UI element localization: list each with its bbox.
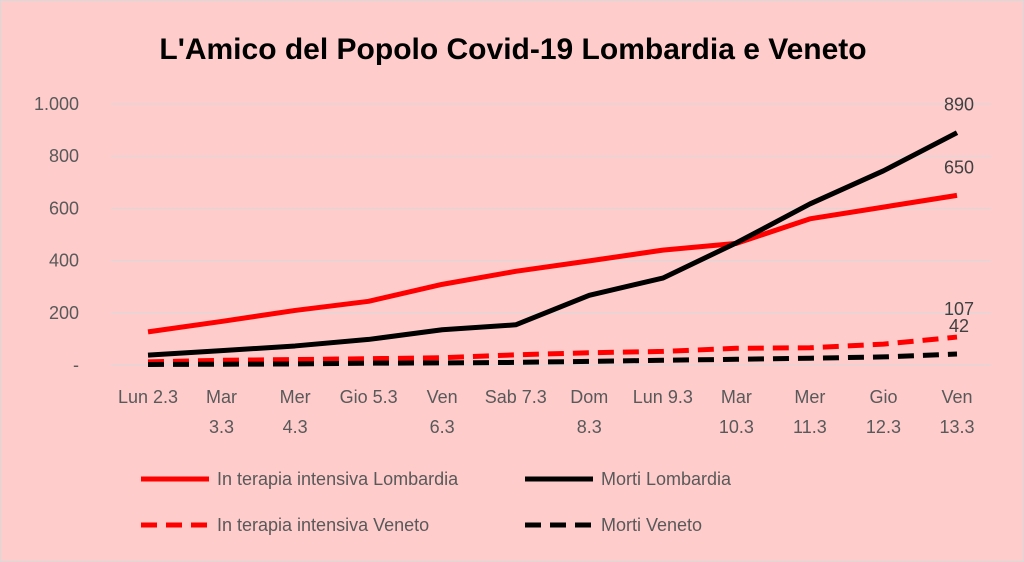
x-tick-label: 4.3 bbox=[283, 417, 308, 437]
x-axis-ticks: Lun 2.3 Mar 3.3 Mer 4.3 Gio 5.3 Ven 6.3 Sab 7.3 D… bbox=[118, 387, 975, 437]
legend: In terapia intensiva Lombardia Morti Lomb… bbox=[141, 469, 732, 535]
x-tick-label: Gio 5.3 bbox=[340, 387, 398, 407]
y-tick-label: 400 bbox=[49, 251, 79, 271]
x-tick-label: 13.3 bbox=[939, 417, 974, 437]
x-tick-label: 12.3 bbox=[866, 417, 901, 437]
legend-label-in-terapia-intensiva-lombardia: In terapia intensiva Lombardia bbox=[217, 469, 459, 489]
data-label-morti-lombardia: 890 bbox=[944, 95, 974, 115]
legend-label-in-terapia-intensiva-veneto: In terapia intensiva Veneto bbox=[217, 515, 429, 535]
series-lines bbox=[147, 130, 959, 367]
x-tick-label: Lun 9.3 bbox=[633, 387, 693, 407]
y-tick-label: 600 bbox=[49, 198, 79, 218]
x-tick-label: 11.3 bbox=[793, 417, 827, 437]
y-tick-label: 800 bbox=[49, 146, 79, 166]
x-tick-label: 3.3 bbox=[209, 417, 234, 437]
x-tick-label: Ven bbox=[427, 387, 458, 407]
x-tick-label: Sab 7.3 bbox=[485, 387, 547, 407]
x-tick-label: Mar bbox=[206, 387, 237, 407]
legend-label-morti-veneto: Morti Veneto bbox=[601, 515, 702, 535]
series-line-in-terapia-intensiva-lombardia bbox=[147, 192, 958, 335]
series-line-morti-veneto bbox=[147, 351, 958, 367]
x-tick-label: Dom bbox=[570, 387, 608, 407]
x-tick-label: 10.3 bbox=[719, 417, 754, 437]
series-line-morti-lombardia bbox=[147, 130, 959, 358]
series-line-in-terapia-intensiva-veneto bbox=[147, 334, 958, 365]
data-label-morti-veneto: 42 bbox=[949, 316, 969, 336]
x-tick-label: Lun 2.3 bbox=[118, 387, 178, 407]
y-tick-label: 200 bbox=[49, 303, 79, 323]
y-tick-label: 1.000 bbox=[34, 94, 79, 114]
x-tick-label: 8.3 bbox=[577, 417, 602, 437]
x-tick-label: Mer bbox=[280, 387, 311, 407]
x-tick-label: Mer bbox=[794, 387, 825, 407]
data-label-in-terapia-intensiva-lombardia: 650 bbox=[944, 157, 974, 177]
x-tick-label: Mar bbox=[721, 387, 752, 407]
x-tick-label: Ven bbox=[941, 387, 972, 407]
legend-label-morti-lombardia: Morti Lombardia bbox=[601, 469, 732, 489]
x-tick-label: Gio bbox=[869, 387, 897, 407]
chart-title: L'Amico del Popolo Covid-19 Lombardia e … bbox=[159, 33, 866, 66]
y-tick-label: - bbox=[73, 355, 79, 375]
y-axis-ticks: - 200 400 600 800 1.000 bbox=[34, 94, 79, 375]
data-label-in-terapia-intensiva-veneto: 107 bbox=[944, 299, 974, 319]
x-tick-label: 6.3 bbox=[430, 417, 455, 437]
